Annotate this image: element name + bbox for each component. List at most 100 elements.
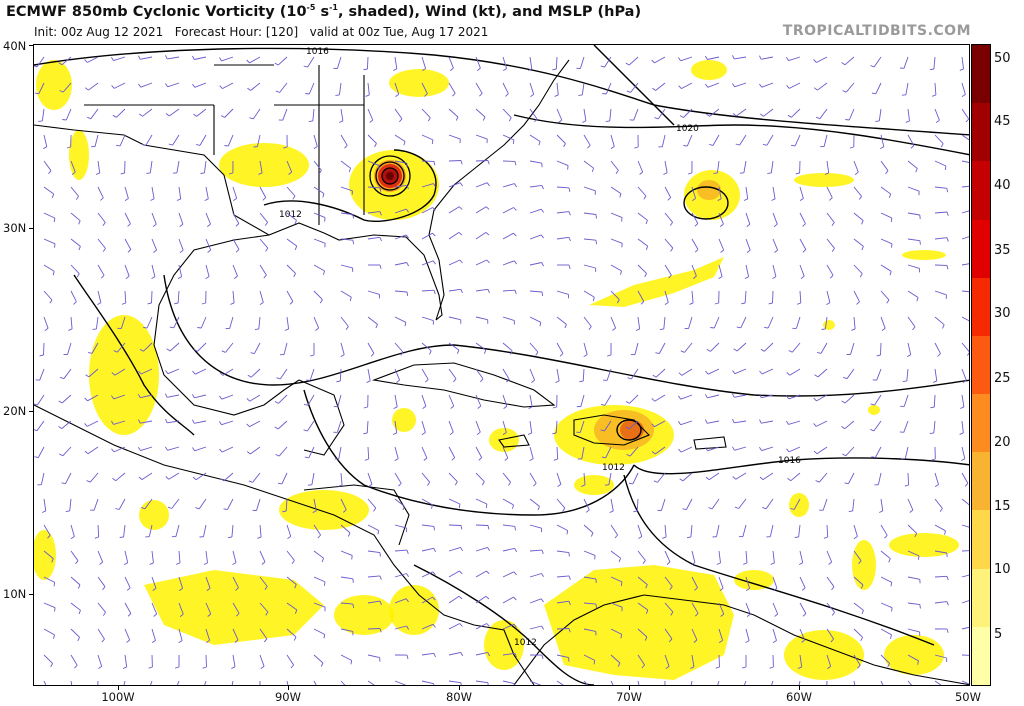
wind-barb-flag — [694, 587, 698, 591]
wind-barb — [367, 600, 380, 604]
wind-barb-flag — [890, 582, 893, 587]
wind-barb-flag — [338, 484, 343, 487]
wind-barb-flag — [558, 119, 563, 123]
wind-barb-flag — [422, 405, 427, 409]
vort-blob — [389, 69, 449, 97]
wind-barb — [43, 290, 53, 301]
wind-barb-flag — [541, 185, 544, 190]
wind-barb — [502, 207, 514, 214]
wind-barb — [279, 82, 288, 93]
wind-barb — [178, 628, 183, 641]
wind-barb — [37, 394, 45, 406]
wind-barb — [194, 56, 207, 60]
wind-barb — [556, 290, 569, 295]
lon-tick — [459, 686, 460, 690]
wind-barb — [712, 134, 720, 146]
wind-barb-flag — [861, 610, 864, 615]
wind-barb-flag — [234, 275, 238, 279]
wind-barb-flag — [814, 374, 819, 378]
wind-barb-flag — [860, 637, 863, 642]
wind-barb — [394, 472, 402, 484]
wind-barb — [502, 524, 515, 527]
wind-barb-flag — [176, 198, 181, 201]
wind-barb — [880, 212, 893, 219]
wind-barb — [222, 368, 234, 376]
wind-barb — [770, 160, 774, 173]
wind-barb — [286, 576, 297, 585]
wind-barb — [767, 316, 774, 329]
isobar-label-group: 1016 1020 1012 1012 1016 1012 — [279, 47, 801, 648]
wind-barb — [765, 498, 774, 510]
wind-barb-flag — [263, 638, 268, 643]
wind-barb — [634, 342, 639, 355]
wind-barb-flag — [735, 143, 740, 146]
wind-barb-flag — [219, 448, 223, 453]
wind-barb-flag — [66, 146, 71, 149]
wind-barb — [826, 186, 833, 198]
wind-barb-flag — [313, 146, 318, 149]
wind-barb — [529, 573, 542, 578]
wind-barb-flag — [842, 90, 847, 93]
wind-barb-flag — [602, 93, 607, 95]
wind-barb-flag — [881, 327, 886, 331]
wind-barb — [43, 498, 47, 511]
wind-barb-flag — [219, 57, 222, 62]
wind-barb — [97, 524, 100, 538]
wind-barb-flag — [665, 665, 670, 669]
wind-barb — [150, 680, 153, 685]
wind-barb — [853, 524, 858, 537]
vort-blob — [784, 630, 864, 680]
weather-map[interactable]: 1016 1020 1012 1012 1016 1012 — [33, 44, 970, 686]
wind-barb — [278, 394, 288, 404]
wind-barb-flag — [669, 222, 673, 226]
wind-barb-flag — [771, 198, 776, 201]
wind-barb — [97, 576, 106, 587]
wind-barb — [124, 212, 131, 224]
wind-barb — [394, 573, 407, 578]
wind-barb-flag — [479, 92, 483, 97]
wind-barb-flag — [931, 458, 936, 461]
wind-barb — [502, 571, 514, 578]
brand-watermark[interactable]: TROPICALTIDBITS.COM — [782, 23, 971, 39]
wind-barb — [664, 550, 671, 563]
wind-barb-flag — [669, 586, 673, 590]
wind-barb — [907, 498, 914, 511]
wind-barb-flag — [433, 548, 436, 553]
wind-barb — [610, 550, 621, 559]
wind-barb — [394, 598, 407, 604]
wind-barb — [38, 82, 45, 94]
wind-barb — [87, 394, 99, 402]
colorbar-segment — [972, 510, 990, 569]
wind-barb — [421, 232, 433, 240]
wind-barb-flag — [618, 558, 622, 563]
wind-barb-flag — [487, 682, 489, 685]
wind-barb-flag — [257, 536, 262, 539]
wind-barb — [529, 56, 533, 69]
wind-barb — [70, 524, 75, 537]
wind-barb — [934, 82, 937, 96]
wind-barb-flag — [459, 570, 463, 575]
wind-barb-flag — [796, 302, 801, 305]
wind-barb — [739, 134, 747, 146]
wind-barb-flag — [406, 262, 409, 267]
wind-barb-flag — [694, 612, 699, 617]
wind-barb — [761, 56, 774, 60]
wind-barb — [745, 550, 748, 564]
wind-barb — [907, 108, 910, 121]
wind-barb-flag — [87, 116, 92, 120]
wind-barb-flag — [891, 243, 893, 248]
wind-barb — [772, 186, 776, 199]
wind-barb — [844, 420, 855, 430]
wind-barb — [637, 524, 643, 537]
isobar-closed-low — [683, 186, 729, 220]
wind-barb — [195, 368, 207, 375]
wind-barb-flag — [588, 326, 592, 330]
wind-barb-flag — [946, 601, 949, 606]
wind-barb — [40, 472, 45, 485]
wind-barb-flag — [366, 380, 371, 384]
wind-barb — [610, 264, 622, 272]
wind-barb — [873, 56, 882, 68]
wind-barb-flag — [965, 118, 969, 123]
wind-barb — [798, 524, 801, 537]
wind-barb — [167, 56, 180, 60]
